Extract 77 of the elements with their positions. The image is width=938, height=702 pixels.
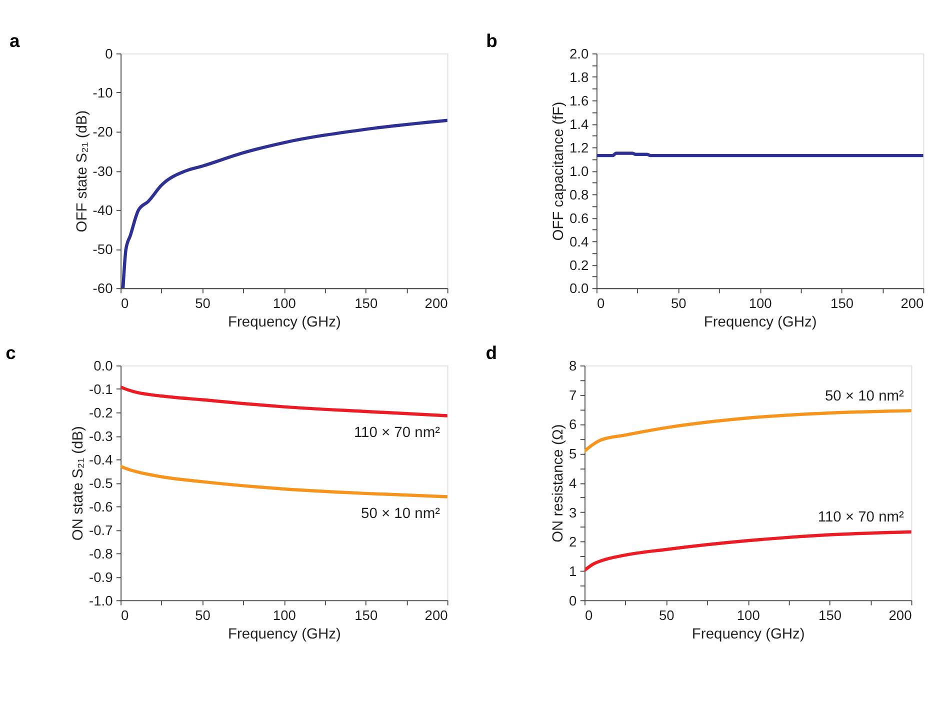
x-tick-label: 100 bbox=[748, 296, 772, 311]
y-tick-label: 1.2 bbox=[569, 140, 589, 156]
series-label: 110 × 70 nm² bbox=[354, 424, 440, 441]
y-tick-label: 0 bbox=[105, 46, 114, 62]
y-tick-label: 0.6 bbox=[569, 210, 589, 226]
y-tick-label: 8 bbox=[569, 358, 578, 374]
x-tick-label: 150 bbox=[354, 608, 378, 624]
y-tick-label: -0.5 bbox=[88, 476, 114, 491]
y-tick-label: 3 bbox=[569, 505, 578, 520]
x-tick-label: 150 bbox=[818, 608, 842, 624]
x-tick-label: 150 bbox=[354, 296, 378, 311]
x-tick-label: 50 bbox=[670, 296, 687, 311]
x-tick-label: 0 bbox=[596, 296, 605, 311]
y-tick-label: -0.2 bbox=[88, 406, 113, 421]
line-series bbox=[120, 464, 448, 498]
x-tick-label: 200 bbox=[888, 608, 912, 624]
line-series bbox=[584, 530, 912, 572]
x-axis-title: Frequency (GHz) bbox=[228, 626, 341, 642]
y-tick-label: 1.8 bbox=[569, 70, 589, 85]
y-tick-label: 2.0 bbox=[569, 46, 589, 62]
line-series bbox=[584, 409, 912, 453]
x-tick-label: 100 bbox=[736, 608, 760, 624]
y-tick-label: 0.0 bbox=[569, 281, 589, 296]
x-axis-title: Frequency (GHz) bbox=[692, 626, 805, 642]
x-tick-label: 50 bbox=[195, 296, 211, 311]
y-tick-label: 1 bbox=[569, 564, 577, 579]
y-tick-label: -20 bbox=[92, 124, 114, 140]
series-label: 50 × 10 nm² bbox=[361, 506, 440, 522]
y-tick-label: 5 bbox=[569, 446, 578, 462]
x-axis-title: Frequency (GHz) bbox=[228, 314, 341, 330]
x-tick-label: 0 bbox=[121, 296, 130, 311]
y-axis-title: OFF capacitance (fF) bbox=[551, 102, 568, 241]
y-tick-label: -60 bbox=[92, 281, 114, 296]
y-tick-label: -0.6 bbox=[88, 499, 114, 514]
y-tick-label: 1.4 bbox=[569, 116, 589, 132]
y-tick-label: -10 bbox=[92, 86, 114, 101]
y-tick-label: 6 bbox=[569, 417, 578, 432]
y-axis-title: ON resistance (Ω) bbox=[550, 424, 567, 542]
y-tick-label: -50 bbox=[92, 242, 114, 258]
chart-title: b bbox=[486, 30, 498, 51]
x-tick-label: 200 bbox=[424, 296, 448, 311]
y-tick-label: 4 bbox=[569, 476, 578, 491]
y-tick-label: 7 bbox=[569, 388, 577, 403]
x-tick-label: 200 bbox=[424, 608, 448, 624]
y-tick-label: 1.6 bbox=[569, 93, 589, 108]
y-axis-title: OFF state S₂₁ (dB) bbox=[74, 110, 90, 232]
x-tick-label: 50 bbox=[195, 608, 211, 624]
chart-title: d bbox=[486, 342, 497, 364]
x-axis-title: Frequency (GHz) bbox=[704, 314, 817, 330]
chart-title: a bbox=[10, 30, 20, 51]
series-label: 110 × 70 nm² bbox=[818, 510, 904, 526]
y-tick-label: 0.8 bbox=[569, 187, 589, 202]
y-tick-label: 0.4 bbox=[569, 234, 589, 250]
y-tick-label: -0.8 bbox=[88, 546, 114, 562]
y-tick-label: -1.0 bbox=[88, 593, 114, 608]
chart-title: c bbox=[6, 342, 16, 364]
y-tick-label: 1.0 bbox=[569, 164, 589, 179]
y-tick-label: -0.4 bbox=[88, 452, 114, 468]
x-tick-label: 0 bbox=[121, 608, 130, 624]
series-label: 50 × 10 nm² bbox=[824, 388, 904, 405]
x-tick-label: 100 bbox=[272, 608, 296, 624]
x-tick-label: 50 bbox=[659, 608, 675, 624]
y-tick-label: 0.2 bbox=[569, 258, 589, 273]
y-tick-label: 2 bbox=[569, 534, 577, 550]
y-tick-label: -0.9 bbox=[88, 570, 114, 585]
y-tick-label: -0.7 bbox=[88, 522, 113, 538]
x-tick-label: 100 bbox=[272, 296, 296, 311]
x-tick-label: 200 bbox=[900, 296, 924, 311]
y-tick-label: -40 bbox=[92, 202, 114, 218]
y-tick-label: 0 bbox=[569, 593, 578, 608]
y-tick-label: -30 bbox=[92, 164, 114, 179]
y-tick-label: -0.3 bbox=[88, 428, 114, 444]
y-axis-title: ON state S₂₁ (dB) bbox=[70, 426, 87, 541]
y-tick-label: 0.0 bbox=[94, 358, 114, 374]
y-tick-label: -0.1 bbox=[88, 382, 113, 398]
x-tick-label: 150 bbox=[830, 296, 854, 311]
line-series bbox=[120, 385, 448, 418]
